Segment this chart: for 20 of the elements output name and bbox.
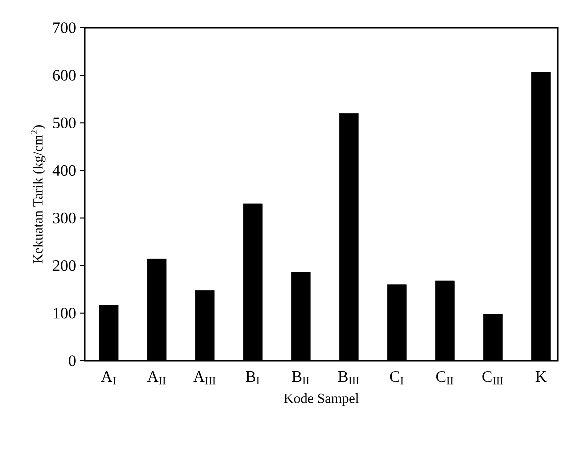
x-tick-label: B$_{II}$ (292, 372, 310, 385)
y-tick-label: 600 (53, 70, 76, 81)
x-tick-label: B$_{I}$ (246, 372, 260, 385)
x-tick-label: C$_{I}$ (390, 372, 404, 385)
y-axis-title: Kekuatan Tarik (kg/cm$^{2}$) (31, 126, 46, 264)
x-axis-title: Kode Sampel (284, 393, 359, 406)
y-tick-label: 300 (53, 212, 76, 224)
y-tick-label: 400 (52, 165, 76, 176)
x-tick-label: A$_{I}$ (101, 372, 116, 385)
y-tick-label: 500 (53, 118, 76, 129)
y-tick-label: 200 (53, 260, 76, 272)
x-tick-label: A$_{III}$ (194, 372, 216, 385)
x-tick-label: B$_{III}$ (338, 372, 360, 385)
x-tick-label: C$_{III}$ (482, 372, 504, 385)
y-tick-label: 700 (54, 22, 76, 34)
x-tick-label: A$_{II}$ (147, 372, 166, 385)
x-tick-label: K (536, 372, 547, 382)
y-tick-label: 0 (69, 356, 76, 366)
y-tick-label: 100 (54, 308, 76, 319)
x-tick-label: C$_{II}$ (436, 372, 454, 385)
